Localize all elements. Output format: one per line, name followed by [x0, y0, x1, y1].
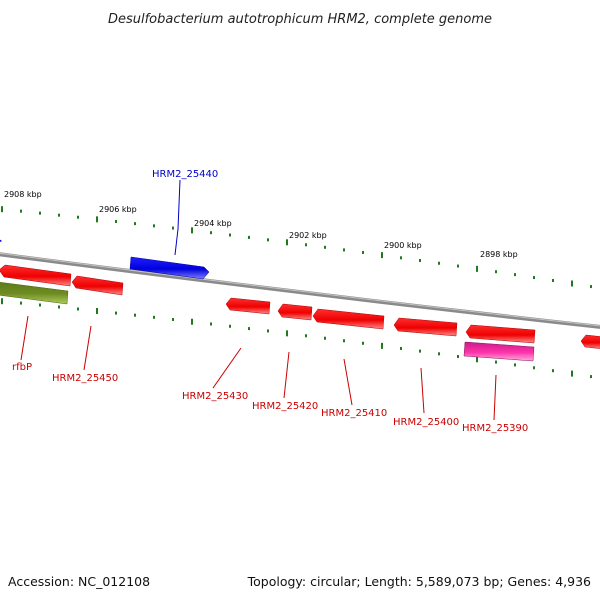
map-title: Desulfobacterium autotrophicum HRM2, com…: [108, 12, 492, 27]
gene-label-hrm2-25430[interactable]: HRM2_25430: [182, 391, 248, 402]
scale-label: 2900 kbp: [384, 241, 422, 250]
gene-arrow-hrm2-25420[interactable]: [277, 303, 313, 321]
accession-text: Accession: NC_012108: [8, 574, 150, 589]
scale-label: 2898 kbp: [480, 250, 518, 259]
gene-leader-line: [420, 367, 425, 414]
gene-label-hrm2-25450[interactable]: HRM2_25450: [52, 373, 118, 384]
gene-arrow-highlight[interactable]: [463, 341, 535, 362]
gene-arrow-hrm2-25450[interactable]: [71, 275, 124, 296]
gene-leader-line: [283, 351, 290, 399]
gene-leader-line: [493, 374, 497, 421]
scale-label: 2904 kbp: [194, 219, 232, 228]
gene-arrow[interactable]: [580, 334, 600, 349]
gene-arrow-hrm2-25430[interactable]: [225, 297, 271, 315]
gene-arrow[interactable]: [0, 264, 72, 287]
gene-label-hrm2-25410[interactable]: HRM2_25410: [321, 408, 387, 419]
gene-label-hrm2-25420[interactable]: HRM2_25420: [252, 401, 318, 412]
gene-arrow-hrm2-25410[interactable]: [312, 308, 385, 330]
gene-leader-line: [343, 358, 353, 406]
gene-arrow-rfbp[interactable]: [0, 281, 69, 305]
gene-arrow-hrm2-25390[interactable]: [465, 324, 536, 344]
gene-leader-line: [177, 179, 181, 230]
gene-arrow-hrm2-25400[interactable]: [393, 317, 458, 337]
gene-arrow-hrm2-25440[interactable]: [129, 256, 210, 280]
gene-label-hrm2-25400[interactable]: HRM2_25400: [393, 417, 459, 428]
gene-leader-line: [83, 325, 92, 371]
gene-label-hrm2-25440[interactable]: HRM2_25440: [152, 169, 218, 180]
genome-backbone-highlight: [0, 252, 600, 327]
gene-label-hrm2-25390[interactable]: HRM2_25390: [462, 423, 528, 434]
gene-arrow-partial[interactable]: [0, 237, 2, 244]
scale-label: 2902 kbp: [289, 231, 327, 240]
gene-label-rfbp[interactable]: rfbP: [12, 362, 32, 373]
gene-leader-line: [174, 228, 179, 256]
gene-leader-line: [212, 347, 242, 389]
genome-backbone: [0, 252, 600, 329]
gene-leader-line: [20, 315, 29, 361]
genome-summary-text: Topology: circular; Length: 5,589,073 bp…: [247, 574, 591, 589]
scale-ticks-lower: [1, 298, 592, 379]
scale-label: 2908 kbp: [4, 190, 42, 199]
scale-label: 2906 kbp: [99, 205, 137, 214]
scale-ticks-upper: [1, 206, 592, 289]
